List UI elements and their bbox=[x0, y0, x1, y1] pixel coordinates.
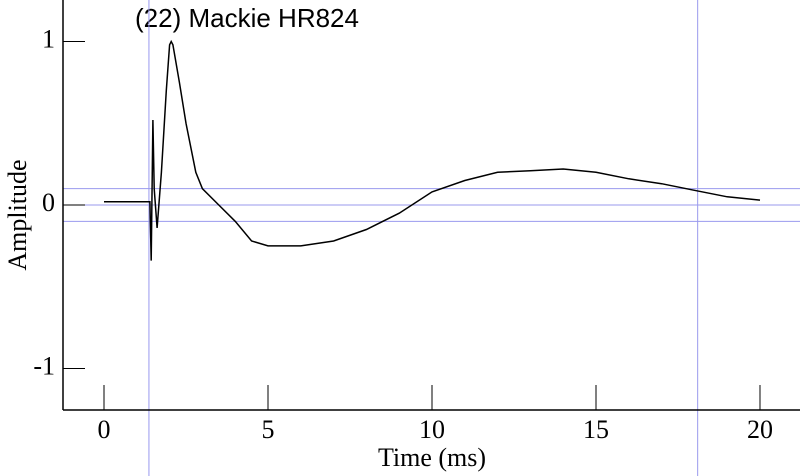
y-tick-label: 0 bbox=[42, 188, 55, 217]
x-tick-label: 5 bbox=[261, 415, 274, 444]
y-tick-label: 1 bbox=[42, 24, 55, 53]
y-tick-label: -1 bbox=[33, 351, 55, 380]
x-tick-label: 10 bbox=[419, 415, 445, 444]
x-tick-label: 0 bbox=[97, 415, 110, 444]
data-line bbox=[104, 39, 761, 261]
y-axis-label: Amplitude bbox=[3, 159, 32, 270]
x-tick-label: 20 bbox=[747, 415, 773, 444]
chart-title: (22) Mackie HR824 bbox=[135, 3, 359, 33]
x-axis-label: Time (ms) bbox=[378, 443, 486, 472]
x-tick-label: 15 bbox=[583, 415, 609, 444]
